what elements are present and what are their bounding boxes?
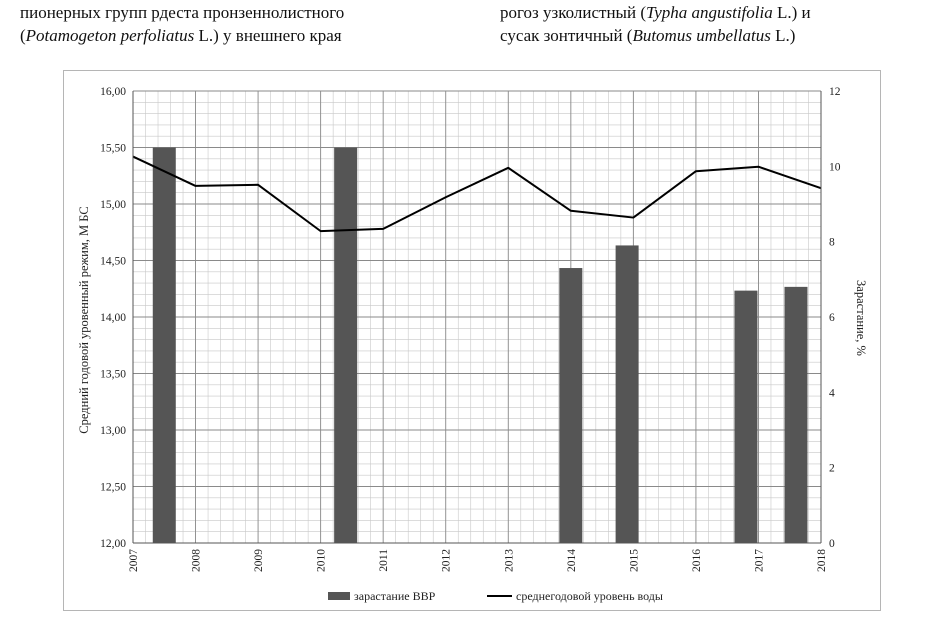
tick-right: 4 — [829, 387, 835, 399]
tick-left: 14,00 — [100, 312, 126, 324]
tick-x: 2012 — [441, 549, 453, 572]
text-right-line-2-pre: сусак зонтичный ( — [500, 26, 633, 45]
text-left-line-2-post: L.) у внешнего края — [194, 26, 342, 45]
tick-x: 2018 — [816, 549, 828, 572]
text-right-line-2-italic: Butomus umbellatus — [632, 26, 771, 45]
y-axis-left-title: Средний годовой уровенный режим, М БС — [77, 206, 91, 433]
bar — [784, 286, 808, 543]
axes — [132, 91, 822, 544]
tick-x: 2015 — [628, 549, 640, 572]
tick-left: 15,50 — [100, 143, 126, 155]
tick-x: 2016 — [691, 549, 703, 572]
tick-x: 2013 — [503, 549, 515, 572]
tick-left: 16,00 — [100, 86, 126, 98]
tick-left: 12,50 — [100, 482, 126, 494]
bar — [734, 290, 758, 543]
text-left-line-2-italic: Potamogeton perfoliatus — [25, 26, 195, 45]
tick-x: 2014 — [566, 549, 578, 572]
chart-frame — [63, 70, 881, 611]
legend-bar-label: зарастание ВВР — [354, 589, 436, 603]
text-left-line-1: пионерных групп рдеста пронзеннолистного — [20, 3, 345, 22]
legend-bar-swatch — [328, 592, 350, 600]
tick-x: 2011 — [378, 549, 390, 572]
ticks-right: 12 10 8 6 4 2 0 — [829, 86, 841, 550]
tick-right: 2 — [829, 463, 835, 475]
tick-right: 0 — [829, 538, 835, 550]
tick-left: 14,50 — [100, 256, 126, 268]
text-right-line-1-italic: Typha angustifolia — [646, 3, 773, 22]
tick-left: 15,00 — [100, 199, 126, 211]
text-left-line-2-pre: ( — [20, 26, 26, 45]
legend-line-label: среднегодовой уровень воды — [516, 589, 663, 603]
legend: зарастание ВВР среднегодовой уровень вод… — [328, 589, 663, 603]
tick-left: 13,50 — [100, 369, 126, 381]
text-right-line-1: рогоз узколистный (Typha angustifolia L.… — [500, 2, 811, 24]
tick-x: 2008 — [191, 549, 203, 572]
tick-left: 12,00 — [100, 538, 126, 550]
tick-left: 13,00 — [100, 425, 126, 437]
text-left-line-2: (Potamogeton perfoliatus L.) у внешнего … — [20, 25, 342, 47]
tick-right: 8 — [829, 237, 835, 249]
tick-x: 2010 — [316, 549, 328, 572]
bar — [559, 268, 583, 543]
tick-x: 2017 — [753, 549, 765, 572]
bars — [152, 147, 808, 543]
ticks-x: 2007 2008 2009 2010 2011 2012 2013 2014 2015 2016… — [128, 549, 828, 572]
tick-right: 6 — [829, 312, 835, 324]
bar — [615, 245, 639, 543]
tick-right: 10 — [829, 161, 841, 173]
tick-right: 12 — [829, 86, 841, 98]
water-level-line — [132, 155, 822, 233]
text-right-line-1-pre: рогоз узколистный ( — [500, 3, 646, 22]
text-right-line-2-post: L.) — [770, 26, 796, 45]
bar — [152, 147, 176, 543]
tick-x: 2009 — [253, 549, 265, 572]
line-series — [132, 155, 822, 233]
bar — [334, 147, 358, 543]
text-right-line-2: сусак зонтичный (Butomus umbellatus L.) — [500, 25, 795, 47]
tick-x: 2007 — [128, 549, 140, 572]
ticks-left: 16,00 15,50 15,00 14,50 14,00 13,50 13,00 12,50… — [100, 86, 126, 550]
text-right-line-1-post: L.) и — [772, 3, 811, 22]
y-axis-right-title: Зарастание, % — [854, 280, 868, 356]
